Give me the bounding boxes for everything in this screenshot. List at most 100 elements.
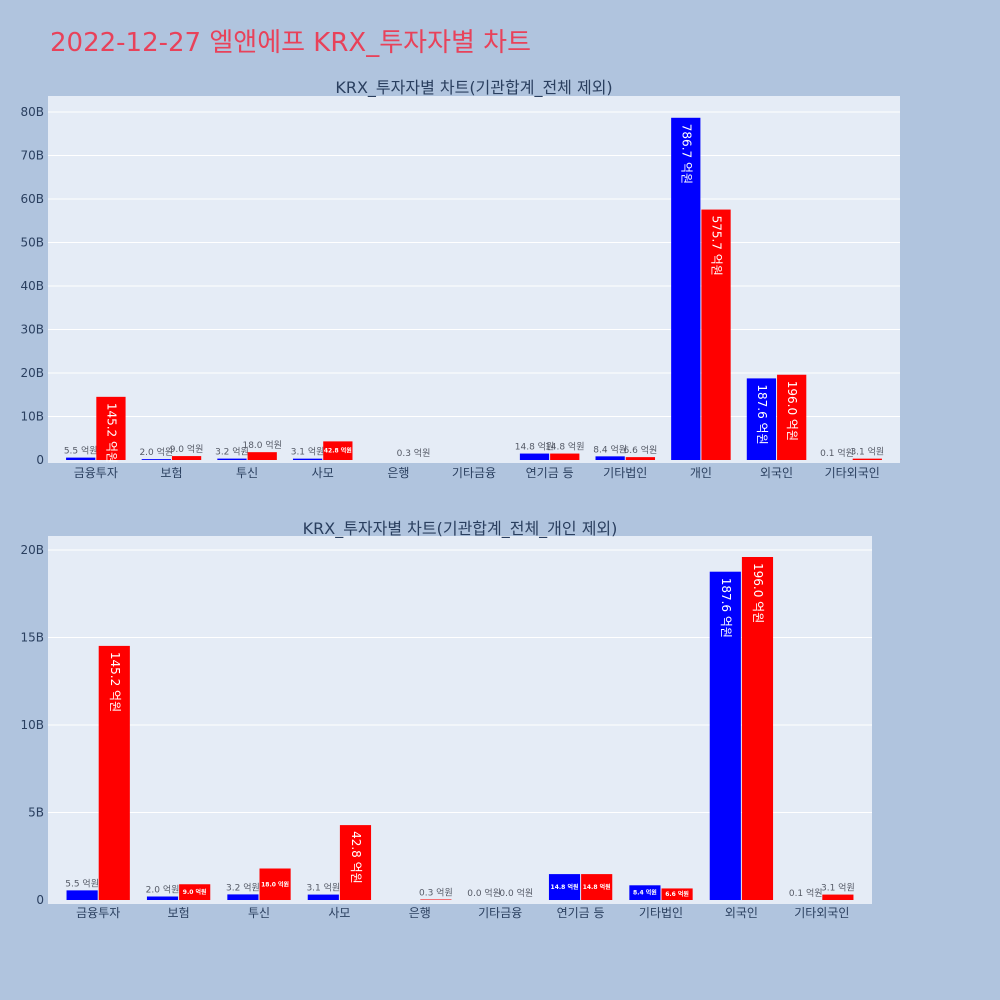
x-tick-label: 개인 [690,466,712,480]
page-title: 2022-12-27 엘앤에프 KRX_투자자별 차트 [50,28,532,58]
x-tick-label: 투신 [248,906,270,920]
data-label: 3.2 억원 [226,881,260,893]
x-tick-label: 외국인 [725,906,758,920]
y-tick-label: 30B [20,323,44,337]
chart-title: KRX_투자자별 차트(기관합계_전체_개인 제외) [303,519,618,539]
data-label: 9.0 억원 [183,888,207,896]
x-tick-label: 은행 [387,465,409,480]
bar [661,888,693,900]
bar [519,453,550,460]
bar [550,453,580,460]
x-tick-label: 기타외국인 [794,906,849,920]
y-tick-label: 10B [20,410,44,424]
x-tick-label: 금융투자 [76,906,120,920]
x-tick-label: 보험 [168,906,190,920]
data-label: 14.8 억원 [583,883,611,891]
y-tick-label: 60B [20,192,44,206]
bar [741,557,774,900]
x-tick-label: 기타법인 [639,906,683,920]
x-tick-label: 기타금융 [478,906,522,920]
x-tick-label: 은행 [409,905,431,920]
data-label: 14.8 억원 [545,441,584,453]
data-label: 0.1 억원 [789,887,823,899]
data-label: 3.1 억원 [306,882,340,894]
data-label: 187.6 억원 [719,578,733,638]
x-tick-label: 연기금 등 [526,466,574,480]
bar [323,441,353,460]
data-label: 0.0 억원 [499,887,533,899]
y-tick-label: 5B [28,806,44,820]
data-label: 3.1 억원 [291,446,325,458]
x-tick-label: 기타금융 [452,466,496,480]
data-label: 5.5 억원 [65,877,99,889]
data-label: 2.0 억원 [146,884,180,896]
bar [420,899,452,900]
bar [247,452,277,460]
y-tick-label: 40B [20,279,44,293]
data-label: 5.5 억원 [64,445,98,457]
bar [227,894,259,900]
data-label: 8.4 억원 [633,889,657,897]
x-tick-label: 투신 [236,466,258,480]
x-tick-label: 기타외국인 [825,466,880,480]
data-label: 42.8 억원 [324,447,352,455]
x-tick-label: 사모 [312,466,334,480]
data-label: 0.1 억원 [820,447,854,459]
x-tick-label: 금융투자 [74,466,118,480]
data-label: 14.8 억원 [515,441,554,453]
y-tick-label: 0 [36,453,44,467]
x-tick-label: 외국인 [760,466,793,480]
data-label: 3.1 억원 [850,446,884,458]
data-label: 0.3 억원 [419,886,453,898]
data-label: 8.4 억원 [593,443,627,455]
y-tick-label: 0 [36,893,44,907]
bar [66,890,98,900]
y-tick-label: 50B [20,236,44,250]
bar [822,894,854,900]
x-tick-label: 보험 [160,466,182,480]
bar [671,117,701,461]
x-tick-label: 연기금 등 [557,906,605,920]
data-label: 786.7 억원 [679,124,693,184]
data-label: 18.0 억원 [242,439,281,451]
data-label: 145.2 억원 [108,652,122,712]
bar [66,457,96,460]
data-label: 196.0 억원 [751,563,765,623]
y-tick-label: 10B [20,718,44,732]
data-label: 6.6 억원 [665,890,689,898]
data-label: 145.2 억원 [104,403,118,463]
y-tick-label: 20B [20,543,44,557]
y-tick-label: 70B [20,149,44,163]
data-label: 9.0 억원 [170,443,204,455]
bar [777,374,807,460]
data-label: 14.8 억원 [551,883,579,891]
data-label: 196.0 억원 [785,381,799,441]
y-tick-label: 80B [20,105,44,119]
bar [746,378,777,460]
data-label: 187.6 억원 [755,384,769,444]
bar [98,645,130,900]
bar [259,868,291,900]
bar [625,457,656,460]
chart-2: 0 5B 10B 15B 20B KRX_투자자별 차트(기관합계_전체_개인 제외) 금융… [20,519,872,920]
data-label: 18.0 억원 [261,880,289,888]
bar [146,896,179,900]
bar [171,456,202,460]
data-label: 3.2 억원 [215,446,249,458]
bar [709,571,741,900]
chart-1: 0 10B 20B 30B 40B 50B 60B 70B 80B KRX_투자자별 차트(기관합… [20,78,900,480]
bar [217,458,247,460]
x-tick-label: 사모 [328,906,350,920]
chart-title: KRX_투자자별 차트(기관합계_전체 제외) [335,78,612,98]
data-label: 0.0 억원 [467,887,501,899]
data-label: 6.6 억원 [624,444,658,456]
bar [629,885,661,900]
data-label: 42.8 억원 [349,831,363,884]
bar [179,884,211,900]
bar [852,458,882,460]
bar [339,825,372,900]
data-label: 575.7 억원 [710,216,724,276]
bar [141,459,171,460]
